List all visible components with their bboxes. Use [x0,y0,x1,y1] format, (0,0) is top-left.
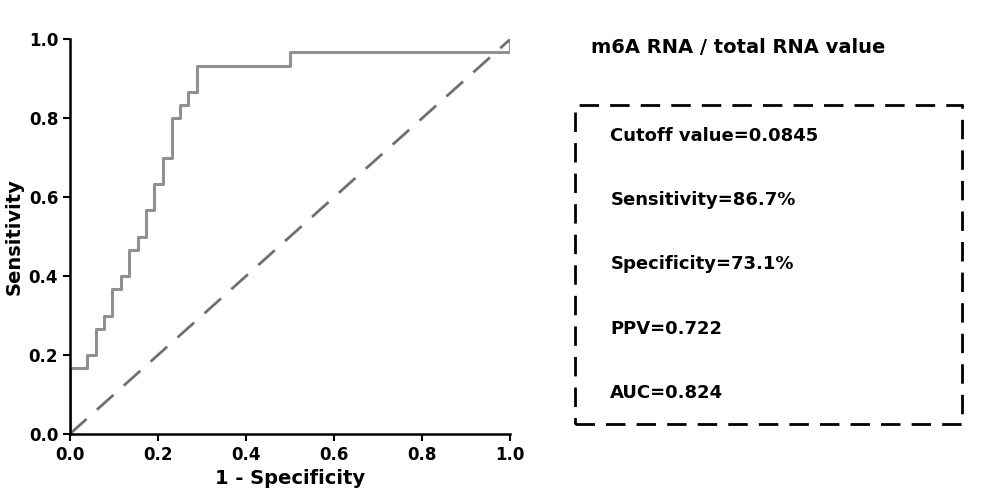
Text: Sensitivity=86.7%: Sensitivity=86.7% [610,191,796,209]
Text: Cutoff value=0.0845: Cutoff value=0.0845 [610,127,819,144]
X-axis label: 1 - Specificity: 1 - Specificity [215,469,365,488]
Y-axis label: Sensitivity: Sensitivity [4,178,23,295]
Text: PPV=0.722: PPV=0.722 [610,319,722,338]
Text: Specificity=73.1%: Specificity=73.1% [610,255,794,273]
Text: AUC=0.824: AUC=0.824 [610,384,724,402]
Text: m6A RNA / total RNA value: m6A RNA / total RNA value [591,38,885,57]
